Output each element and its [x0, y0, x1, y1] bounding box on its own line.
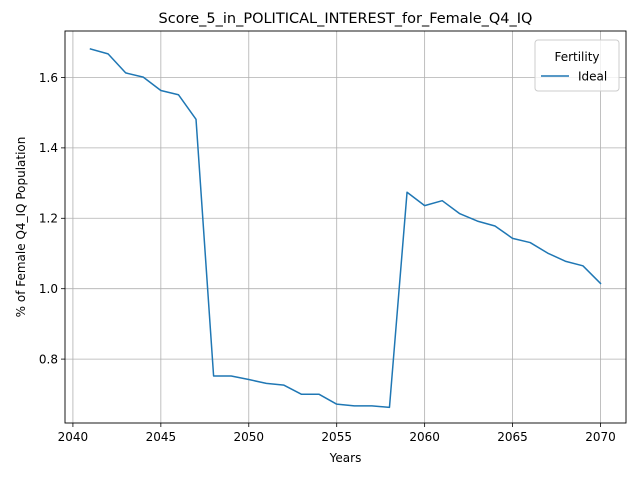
chart-title: Score_5_in_POLITICAL_INTEREST_for_Female…: [159, 11, 533, 27]
y-tick-label: 1.0: [39, 282, 58, 296]
x-tick-label: 2055: [321, 430, 352, 444]
series-layer: [89, 48, 602, 409]
legend-title: Fertility: [554, 50, 599, 64]
x-tick-label: 2070: [585, 430, 616, 444]
x-axis-label: Years: [329, 451, 362, 465]
x-tick-label: 2060: [409, 430, 440, 444]
legend: Fertility Ideal: [534, 39, 620, 92]
x-tick-label: 2045: [146, 430, 177, 444]
legend-box: [534, 39, 620, 92]
series-line-ideal: [89, 48, 602, 409]
y-axis-label: % of Female Q4_IQ Population: [14, 137, 28, 318]
legend-label-ideal: Ideal: [578, 70, 607, 84]
plot-frame: [64, 30, 627, 424]
axis-ticks: 2040 2045 2050 2055 2060 2065 2070 0.8 1.0 1.2 1.4…: [39, 71, 616, 444]
y-tick-label: 1.6: [39, 71, 58, 85]
y-tick-label: 1.2: [39, 212, 58, 226]
grid: [65, 31, 626, 423]
y-tick-label: 0.8: [39, 352, 58, 366]
x-tick-label: 2040: [58, 430, 89, 444]
y-tick-label: 1.4: [39, 141, 58, 155]
x-tick-label: 2065: [497, 430, 528, 444]
x-tick-label: 2050: [234, 430, 265, 444]
